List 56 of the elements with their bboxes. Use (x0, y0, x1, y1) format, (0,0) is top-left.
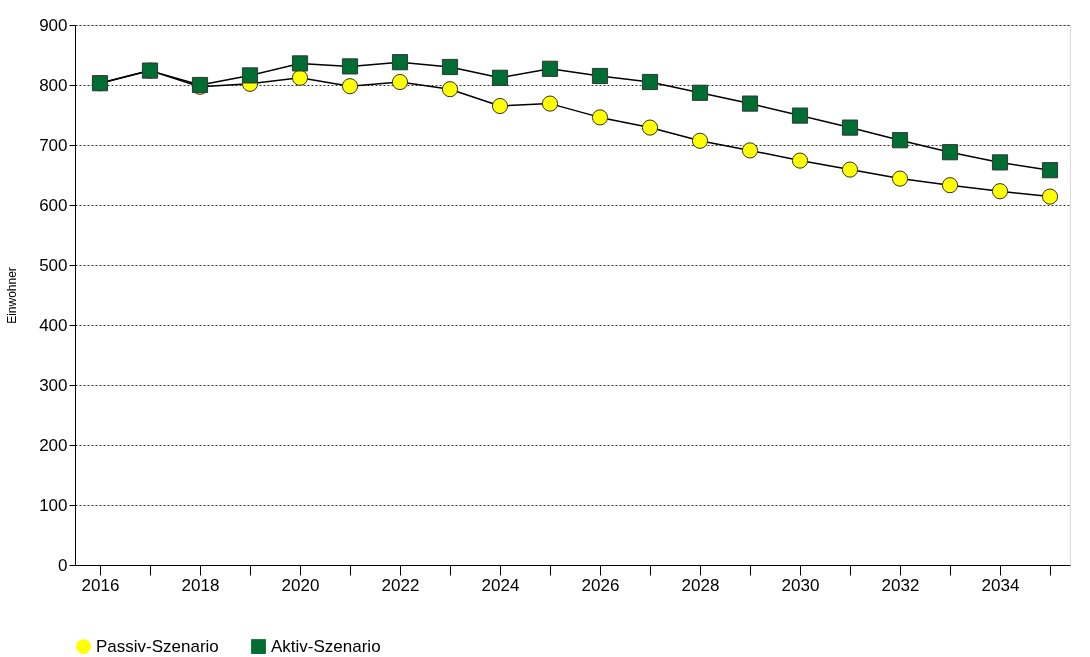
point (841, 119, 859, 136)
x-tick-label: 2016 (81, 575, 120, 595)
y-tick-label: 200 (39, 435, 68, 455)
y-tick-label: 900 (39, 15, 68, 35)
point (241, 67, 259, 84)
point (741, 95, 759, 112)
point (491, 69, 509, 86)
point (991, 183, 1009, 200)
y-tick-label: 600 (39, 195, 68, 215)
point (941, 177, 959, 194)
point (591, 109, 609, 126)
x-tick-label: 2018 (181, 575, 220, 595)
point (291, 69, 309, 86)
x-tick-label: 2024 (481, 575, 520, 595)
point (891, 132, 909, 149)
point (1041, 162, 1059, 179)
legend-label: Aktiv-Szenario (271, 636, 381, 656)
x-tick-label: 2028 (681, 575, 720, 595)
point (641, 73, 659, 91)
point (691, 132, 709, 149)
point (491, 97, 509, 115)
point (841, 161, 859, 178)
point (591, 67, 609, 85)
y-tick-label: 100 (39, 495, 68, 515)
y-tick-label: 500 (39, 255, 68, 275)
y-axis-title: Einwohner (5, 267, 20, 324)
y-tick-label: 300 (39, 375, 68, 395)
point (691, 84, 709, 101)
point (441, 81, 459, 98)
x-tick-label: 2032 (881, 575, 920, 595)
point (341, 58, 359, 75)
point (541, 60, 559, 77)
point (641, 119, 659, 136)
y-tick-label: 400 (39, 315, 68, 335)
x-tick-label: 2026 (581, 575, 620, 595)
legend-label: Passiv-Szenario (96, 636, 219, 656)
point (291, 55, 309, 72)
point (391, 73, 409, 91)
y-tick-label: 800 (39, 75, 68, 95)
x-tick-label: 2030 (781, 575, 820, 595)
y-tick-label: 700 (39, 135, 68, 155)
point (891, 170, 909, 187)
point (741, 142, 759, 159)
x-tick-label: 2020 (281, 575, 320, 595)
point (391, 54, 409, 71)
y-tick-label: 0 (58, 555, 68, 575)
point (991, 154, 1009, 171)
x-tick-label: 2034 (981, 575, 1020, 595)
point (341, 78, 359, 95)
point (791, 107, 809, 124)
point (791, 152, 809, 169)
point (1041, 188, 1059, 205)
point (541, 95, 559, 112)
point (441, 58, 459, 76)
point (941, 144, 959, 161)
x-tick-label: 2022 (381, 575, 420, 595)
